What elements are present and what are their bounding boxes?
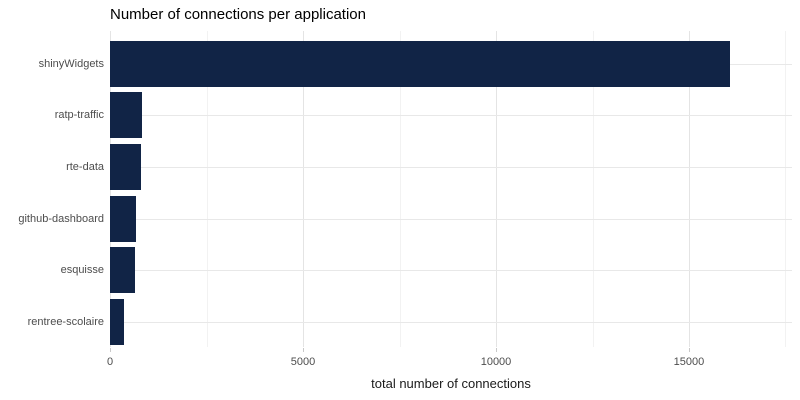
x-axis-title: total number of connections	[371, 376, 531, 391]
bar-github-dashboard	[110, 195, 137, 242]
gridline-row	[110, 218, 792, 220]
gridline-row	[110, 115, 792, 117]
gridline-major-x	[303, 31, 304, 347]
gridline-row	[110, 166, 792, 168]
gridline-row	[110, 270, 792, 272]
gridline-minor-x	[785, 31, 787, 347]
category-label: ratp-traffic	[54, 109, 104, 122]
x-tick-label: 15000	[673, 356, 705, 368]
bar-shinyWidgets	[110, 40, 731, 87]
category-label: shinyWidgets	[38, 57, 104, 70]
x-tick-mark	[496, 348, 497, 352]
x-axis: 0 5000 10000 15000	[106, 347, 792, 377]
gridline-row	[110, 321, 792, 323]
gridline-minor-x	[592, 31, 594, 347]
gridline-major-x	[688, 31, 690, 347]
category-label: rte-data	[66, 160, 104, 173]
category-label: github-dashboard	[18, 212, 104, 225]
y-axis-labels: shinyWidgets ratp-traffic rte-data github-d…	[0, 31, 104, 347]
gridline-minor-x	[206, 31, 208, 347]
gridline-minor-x	[399, 31, 401, 347]
chart-title: Number of connections per application	[110, 6, 366, 23]
plot-panel	[110, 31, 792, 347]
x-tick-mark	[688, 348, 690, 352]
x-tick-label: 10000	[480, 356, 512, 368]
category-label: esquisse	[60, 264, 104, 277]
gridline-major-x	[496, 31, 497, 347]
bar-esquisse	[110, 247, 135, 294]
x-tick-mark	[303, 348, 304, 352]
bar-rentree-scolaire	[110, 298, 124, 345]
x-tick-label: 5000	[290, 356, 316, 368]
bar-rte-data	[110, 143, 141, 190]
bar-ratp-traffic	[110, 92, 142, 139]
x-tick-label: 0	[106, 356, 114, 368]
category-label: rentree-scolaire	[27, 315, 104, 328]
x-tick-mark	[110, 348, 111, 352]
